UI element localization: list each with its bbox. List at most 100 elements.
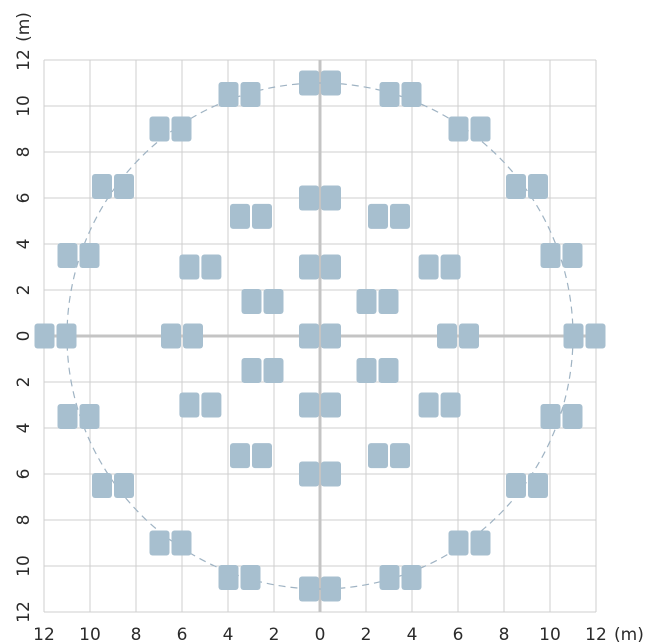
speaker-module-right — [321, 461, 341, 487]
speaker-pair — [230, 443, 272, 469]
speaker-module-right — [56, 323, 77, 349]
y-tick-label: 8 — [14, 515, 34, 526]
speaker-module-right — [470, 116, 491, 142]
speaker-pair — [92, 473, 134, 498]
speaker-module-left — [161, 323, 181, 349]
y-tick-label: 12 — [14, 601, 34, 623]
speaker-module-left — [540, 404, 561, 429]
speaker-module-right — [440, 392, 461, 418]
speaker-module-right — [79, 243, 100, 268]
speaker-module-left — [34, 323, 55, 349]
speaker-pair — [299, 392, 341, 418]
speaker-pair — [540, 404, 583, 429]
speaker-module-right — [321, 323, 341, 349]
speaker-module-left — [218, 82, 239, 107]
speaker-pair — [418, 392, 461, 418]
speaker-module-right — [470, 530, 491, 556]
y-tick-label: 0 — [14, 331, 34, 342]
speaker-module-left — [418, 254, 439, 280]
speaker-pair — [218, 565, 261, 590]
speaker-pair — [448, 530, 491, 556]
y-tick-label: 10 — [14, 95, 34, 117]
speaker-module-left — [379, 565, 400, 590]
y-axis-ticks: 12 10 8 6 4 2 0 2 4 6 8 10 12 — [14, 49, 34, 623]
speaker-module-right — [321, 185, 341, 211]
speaker-module-right — [240, 565, 261, 590]
speaker-module-left — [448, 116, 469, 142]
speaker-pair — [230, 203, 272, 229]
speaker-pair — [299, 254, 341, 280]
speaker-pair — [92, 174, 134, 199]
speaker-module-right — [401, 565, 422, 590]
speaker-module-right — [390, 443, 410, 469]
speaker-module-right — [240, 82, 261, 107]
y-tick-label: 4 — [14, 423, 34, 434]
speaker-module-left — [149, 530, 170, 556]
x-axis-ticks: 12 10 8 6 4 2 0 2 4 6 8 10 12 — [33, 625, 607, 643]
speaker-module-left — [448, 530, 469, 556]
x-tick-label: 10 — [79, 625, 101, 643]
x-tick-label: 12 — [585, 625, 607, 643]
speaker-pair — [299, 185, 341, 211]
speaker-module-right — [459, 323, 479, 349]
speaker-pair — [299, 576, 341, 602]
speaker-pair — [379, 565, 422, 590]
speaker-module-left — [437, 323, 457, 349]
speaker-module-left — [299, 323, 319, 349]
speaker-module-left — [506, 473, 526, 498]
speaker-module-right — [252, 443, 272, 469]
speaker-pair — [299, 70, 341, 96]
speaker-pair — [57, 404, 100, 429]
y-tick-label: 4 — [14, 239, 34, 250]
speaker-module-right — [440, 254, 461, 280]
speaker-pair — [368, 443, 410, 469]
x-tick-label: 4 — [407, 625, 418, 643]
speaker-module-left — [92, 174, 112, 199]
speaker-module-right — [378, 289, 399, 314]
speaker-pair — [241, 358, 284, 383]
speaker-module-right — [183, 323, 203, 349]
speaker-pair — [540, 243, 583, 268]
speaker-pair — [437, 323, 479, 349]
speaker-module-left — [540, 243, 561, 268]
speaker-module-left — [368, 203, 388, 229]
speaker-pair — [161, 323, 203, 349]
speaker-module-right — [528, 174, 548, 199]
speaker-module-left — [179, 392, 200, 418]
x-tick-label: 6 — [177, 625, 188, 643]
x-tick-label: 10 — [539, 625, 561, 643]
speaker-module-right — [114, 174, 134, 199]
speaker-pair — [506, 473, 548, 498]
speaker-module-right — [390, 203, 410, 229]
speaker-module-left — [506, 174, 526, 199]
speaker-pair — [368, 203, 410, 229]
speaker-pair — [563, 323, 606, 349]
speaker-module-right — [528, 473, 548, 498]
speaker-module-right — [114, 473, 134, 498]
speaker-pair — [418, 254, 461, 280]
speaker-pair — [179, 392, 222, 418]
speaker-module-left — [230, 443, 250, 469]
x-tick-label: 4 — [223, 625, 234, 643]
center-axes — [44, 60, 596, 612]
x-tick-label: 8 — [131, 625, 142, 643]
speaker-module-left — [356, 358, 377, 383]
x-tick-label: 8 — [499, 625, 510, 643]
y-tick-label: 12 — [14, 49, 34, 71]
x-tick-label: 12 — [33, 625, 55, 643]
speaker-module-left — [179, 254, 200, 280]
speaker-module-left — [418, 392, 439, 418]
speaker-pair — [356, 358, 399, 383]
speaker-module-left — [563, 323, 584, 349]
speaker-module-left — [149, 116, 170, 142]
speaker-module-right — [321, 576, 341, 602]
speaker-module-left — [57, 404, 78, 429]
y-tick-label: 8 — [14, 147, 34, 158]
speaker-module-left — [379, 82, 400, 107]
speaker-module-right — [378, 358, 399, 383]
x-tick-label: 2 — [269, 625, 280, 643]
speaker-pair — [57, 243, 100, 268]
speaker-pair — [299, 323, 341, 349]
speaker-module-right — [401, 82, 422, 107]
